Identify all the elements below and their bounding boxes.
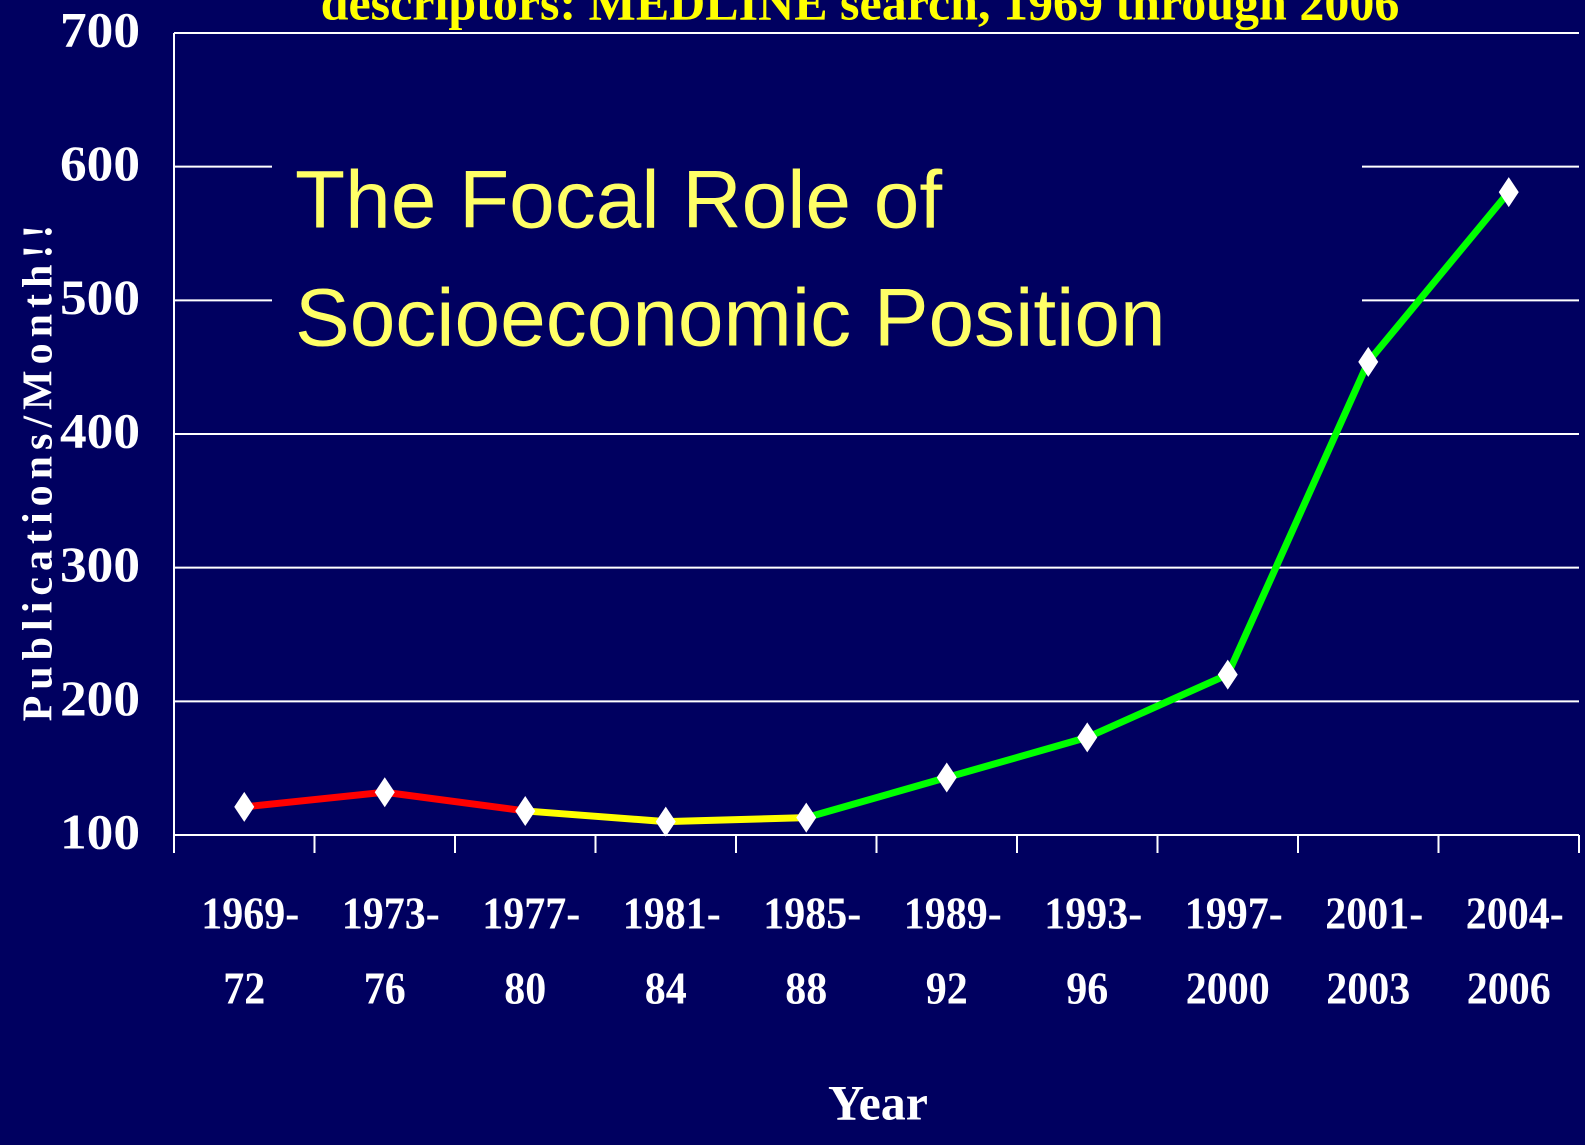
marker	[515, 795, 536, 826]
y-tick-label: 300	[60, 536, 140, 592]
line-segment	[381, 788, 529, 815]
marker	[1498, 177, 1519, 208]
marker	[1217, 659, 1238, 690]
y-tick-label: 200	[60, 670, 140, 726]
marker	[1077, 722, 1098, 753]
y-tick-label: 400	[60, 402, 140, 458]
x-tick-label: 72	[223, 963, 265, 1014]
x-tick-label: 2001-	[1325, 888, 1423, 939]
line-segment	[943, 733, 1091, 782]
x-tick-label: 76	[364, 963, 406, 1014]
x-tick-label: 1977-	[482, 888, 580, 939]
x-tick-label: 1997-	[1185, 888, 1283, 939]
x-tick-label: 2003	[1326, 963, 1410, 1014]
x-tick-label: 1969-	[201, 888, 299, 939]
x-tick-label: 1989-	[904, 888, 1002, 939]
marker	[374, 777, 395, 808]
x-tick-label: 1993-	[1044, 888, 1142, 939]
y-tick-label: 700	[60, 1, 140, 57]
x-tick-label: 1985-	[763, 888, 861, 939]
marker	[1358, 346, 1379, 377]
annotation: The Focal Role of	[295, 155, 942, 246]
x-tick-label: 2006	[1467, 963, 1551, 1014]
line-segment	[240, 788, 389, 811]
line-segment	[802, 774, 951, 822]
x-tick-label: 1981-	[623, 888, 721, 939]
x-tick-label: 80	[504, 963, 546, 1014]
x-tick-label: 2000	[1186, 963, 1270, 1014]
line-segment	[1364, 188, 1513, 366]
annotation: Socioeconomic Position	[295, 273, 1166, 364]
chart-title: descriptors: MEDLINE search, 1969 throug…	[321, 0, 1400, 30]
y-axis-label: Publications/Month!!	[16, 219, 62, 722]
marker	[936, 762, 957, 793]
marker	[796, 802, 817, 833]
marker	[655, 806, 676, 837]
line-segment	[1224, 358, 1372, 679]
x-axis-label: Year	[828, 1074, 928, 1130]
y-tick-label: 100	[60, 803, 140, 859]
x-tick-label: 92	[926, 963, 968, 1014]
x-tick-label: 84	[645, 963, 687, 1014]
line-segment	[1083, 671, 1232, 741]
line-segment	[521, 807, 670, 826]
y-tick-label: 500	[60, 269, 140, 325]
marker	[234, 791, 255, 822]
line-segment	[662, 814, 810, 826]
x-tick-label: 1973-	[342, 888, 440, 939]
x-tick-label: 88	[785, 963, 827, 1014]
y-tick-label: 600	[60, 135, 140, 191]
x-tick-label: 2004-	[1466, 888, 1564, 939]
x-tick-label: 96	[1066, 963, 1108, 1014]
annotation-box	[272, 148, 1362, 373]
